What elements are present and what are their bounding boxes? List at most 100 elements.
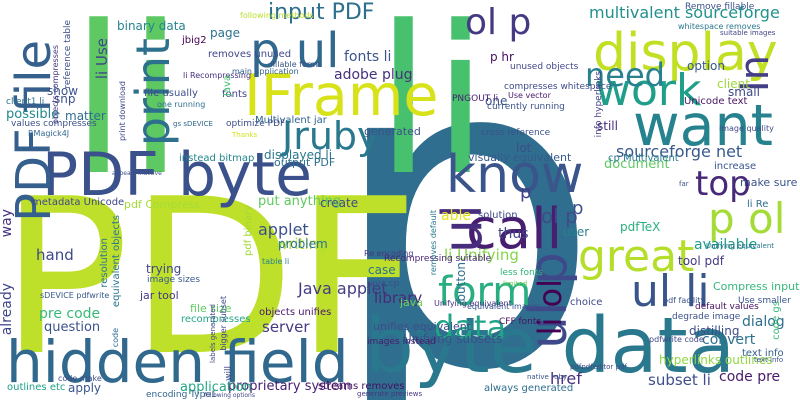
word-able-80: able	[441, 208, 471, 224]
word-java-78: java	[400, 296, 424, 309]
word-remove-fillable-131: Remove fillable	[685, 2, 755, 12]
word-possible-122: possible	[6, 107, 60, 122]
word-top-20: top	[695, 164, 751, 204]
word-choice-166: choice	[570, 297, 603, 308]
word-li-re-165: li Re	[747, 199, 769, 210]
word-li-3: li	[375, 0, 489, 221]
word-generated-110: generated	[364, 125, 421, 138]
word-streams-removes-103: streams removes	[318, 381, 405, 392]
word-multivalent-sourceforge-30: multivalent sourceforge	[589, 3, 780, 22]
word-appears-inactive-143: appears inactive	[112, 170, 162, 177]
word-removes-unused-60: removes unused	[208, 49, 292, 60]
word-p-ol-16: p ol	[708, 194, 786, 243]
word-way-87: way	[0, 209, 15, 238]
word-ul-li-15: ul li	[631, 266, 710, 317]
word-show-62: show	[47, 84, 79, 98]
word-code-172: code	[111, 328, 120, 348]
word-hyperlinks-outlines-93: hyperlinks outlines	[659, 353, 773, 367]
word-writing-38: writing	[276, 235, 328, 253]
word-sourceforge-net-32: sourceforge net	[616, 142, 743, 161]
word-unifying-equivalent-111: Unifying equivalent	[434, 299, 512, 308]
word-li-recompressing-128: li Recompressing	[183, 71, 252, 80]
word-create-112: create	[320, 196, 359, 210]
word-iframe-7: IFrame	[244, 63, 439, 129]
word-jbig2-61: jbig2	[182, 35, 207, 46]
word-far-169: far	[679, 180, 689, 188]
word-unifying-subsets-55: Unifying subsets	[403, 332, 503, 346]
word-text-info-94: text info	[742, 348, 784, 359]
word-pdf-binary-164: pdf binary	[243, 205, 254, 257]
word-page-59: page	[210, 26, 240, 40]
word-problem-45: problem	[278, 237, 328, 251]
word-binary-data-58: binary data	[117, 19, 186, 33]
word-server-42: server	[262, 318, 310, 336]
word-objects-compresses-140: objects compresses	[51, 45, 60, 124]
word-option-119: option	[687, 59, 725, 73]
word-li-2: li	[70, 0, 184, 221]
word-fonts-89: fonts	[222, 89, 248, 100]
word-pdf-compress-98: pdf Compress	[124, 198, 200, 211]
word-objects-unifies-57: objects unifies	[259, 307, 332, 318]
word-pngout-li-67: PNGOUT li	[452, 94, 499, 104]
word-images-instead-113: images instead	[367, 337, 436, 347]
word-less-fonts-155: less fonts	[500, 268, 543, 278]
word-case-76: case	[368, 263, 396, 277]
word-main-application-135: main application	[232, 67, 299, 76]
word-labels-generated-150: labels generated	[209, 304, 217, 363]
word-optimize-pdf-129: optimize PDF	[226, 119, 286, 129]
word-reference-table-139: reference table	[63, 20, 73, 89]
word-compress-input-75: Compress input	[713, 280, 800, 293]
word-native-ruby-151: native ruby	[527, 373, 567, 381]
word-cp-multivalent-72: cp Multivalent	[608, 153, 679, 164]
word-print-download-130: print download	[118, 81, 127, 142]
word-hand-85: hand	[36, 246, 74, 264]
word-user-81: user	[563, 225, 590, 239]
word-trying-46: trying	[146, 262, 182, 276]
word-work-18: work	[595, 65, 702, 116]
word-thus-79: thus	[498, 226, 529, 242]
word-make-sure-117: make sure	[740, 176, 798, 189]
word-unused-objects-65: unused objects	[510, 62, 579, 72]
word-cross-reference-141: cross reference	[481, 128, 551, 138]
word-visually-equivalent-95: visually equivalent	[468, 151, 572, 164]
word-p-ul-9: p ul	[250, 23, 340, 79]
word-pdfpdfeditor-pdf-163: pdfpdfeditor pdf	[570, 363, 627, 371]
word-metadata-unicode-97: metadata Unicode	[32, 197, 125, 208]
word-image-sizes-148: image sizes	[147, 275, 201, 285]
word-pdftex-73: pdfTeX	[620, 220, 661, 234]
word-fonts-li-34: fonts li	[344, 49, 392, 65]
word-following-methods-137: following methods	[240, 11, 314, 20]
word-document-39: document	[604, 157, 670, 172]
word-jar-tool-100: jar tool	[140, 289, 179, 302]
word-equivalent-images-154: equivalent images	[467, 302, 541, 311]
word-unifies-equivalent-56: unifies equivalent	[373, 320, 472, 333]
word-pdf-facility-157: pdf facility	[663, 296, 706, 305]
word-generate-previews-152: generate previews	[357, 390, 423, 398]
word-great-17: great	[578, 231, 695, 282]
word-use-vector-92: Use vector	[508, 91, 551, 100]
word-java-cp-77: java cp	[367, 279, 400, 289]
word-output-pdf-96: output PDF	[274, 156, 336, 169]
word-button-83: button	[454, 262, 468, 302]
word-java-167: Java	[222, 75, 233, 97]
word-ol-p-10: ol p	[465, 2, 532, 43]
word-whitespace-removes-132: whitespace removes	[678, 22, 761, 31]
word-know-13: know	[446, 145, 584, 205]
word-table-li-171: table li	[262, 257, 290, 266]
word-jruby-14: Jruby	[282, 114, 380, 158]
word-library-43: library	[374, 289, 423, 307]
word-instead-bitmap-90: instead bitmap	[179, 153, 255, 164]
word-adobe-plug-33: adobe plug	[334, 67, 413, 83]
word-li-use-36: li Use	[93, 38, 111, 80]
word-application-54: application	[180, 380, 252, 395]
word-re-encoding-109: Re encoding	[364, 249, 414, 258]
word-code-pre-52: code pre	[719, 369, 781, 385]
word-lot-71: lot	[516, 141, 532, 155]
word-will-174: will	[224, 366, 234, 381]
word-convert-41: convert	[702, 332, 756, 348]
word-one-running-138: one running	[157, 100, 206, 109]
word-proprietary-system-53: proprietary system	[228, 379, 352, 394]
word-matter-121: matter	[65, 109, 106, 123]
word-increase-70: increase	[714, 161, 757, 172]
word-distilling-84: distilling	[689, 324, 740, 338]
